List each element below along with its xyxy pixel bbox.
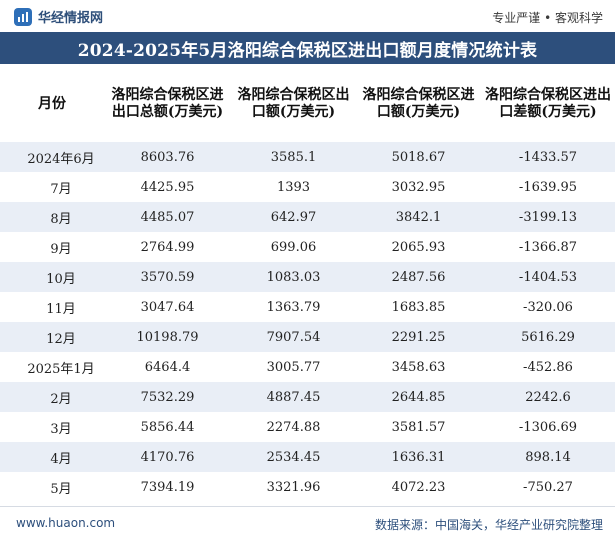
huajing-logo-icon	[14, 7, 32, 26]
top-bar: 华经情报网 专业严谨 • 客观科学	[0, 0, 615, 32]
stats-table: 月份 洛阳综合保税区进出口总额(万美元) 洛阳综合保税区出口额(万美元) 洛阳综…	[0, 66, 615, 502]
cell-month: 12月	[0, 322, 104, 352]
cell-export: 2534.45	[231, 442, 356, 472]
column-header-export: 洛阳综合保税区出口额(万美元)	[231, 66, 356, 142]
cell-export: 1363.79	[231, 292, 356, 322]
table-row: 2月 7532.29 4887.45 2644.85 2242.6	[0, 382, 615, 412]
cell-import: 2291.25	[356, 322, 481, 352]
cell-balance: -1404.53	[481, 262, 615, 292]
cell-month: 7月	[0, 172, 104, 202]
cell-total: 4170.76	[104, 442, 231, 472]
cell-import: 3458.63	[356, 352, 481, 382]
cell-total: 4425.95	[104, 172, 231, 202]
table-row: 10月 3570.59 1083.03 2487.56 -1404.53	[0, 262, 615, 292]
cell-export: 1083.03	[231, 262, 356, 292]
column-header-total: 洛阳综合保税区进出口总额(万美元)	[104, 66, 231, 142]
cell-balance: -3199.13	[481, 202, 615, 232]
footer: www.huaon.com 数据来源：中国海关，华经产业研究院整理	[0, 506, 615, 540]
cell-month: 11月	[0, 292, 104, 322]
cell-export: 7907.54	[231, 322, 356, 352]
cell-month: 3月	[0, 412, 104, 442]
cell-month: 2月	[0, 382, 104, 412]
cell-total: 3047.64	[104, 292, 231, 322]
cell-month: 4月	[0, 442, 104, 472]
cell-balance: -1366.87	[481, 232, 615, 262]
cell-import: 3032.95	[356, 172, 481, 202]
cell-balance: 5616.29	[481, 322, 615, 352]
cell-month: 9月	[0, 232, 104, 262]
table-row: 2024年6月 8603.76 3585.1 5018.67 -1433.57	[0, 142, 615, 172]
cell-month: 10月	[0, 262, 104, 292]
title-bar: 2024-2025年5月洛阳综合保税区进出口额月度情况统计表	[0, 32, 615, 64]
cell-import: 2065.93	[356, 232, 481, 262]
table-row: 7月 4425.95 1393 3032.95 -1639.95	[0, 172, 615, 202]
table-body: 2024年6月 8603.76 3585.1 5018.67 -1433.57 7月 442…	[0, 142, 615, 502]
cell-total: 3570.59	[104, 262, 231, 292]
cell-import: 1683.85	[356, 292, 481, 322]
cell-month: 8月	[0, 202, 104, 232]
cell-month: 2025年1月	[0, 352, 104, 382]
cell-import: 2644.85	[356, 382, 481, 412]
cell-export: 3005.77	[231, 352, 356, 382]
cell-export: 2274.88	[231, 412, 356, 442]
cell-total: 5856.44	[104, 412, 231, 442]
cell-month: 2024年6月	[0, 142, 104, 172]
cell-balance: -1433.57	[481, 142, 615, 172]
slogan: 专业严谨 • 客观科学	[492, 11, 603, 25]
cell-import: 2487.56	[356, 262, 481, 292]
table-row: 12月 10198.79 7907.54 2291.25 5616.29	[0, 322, 615, 352]
cell-balance: -320.06	[481, 292, 615, 322]
cell-import: 4072.23	[356, 472, 481, 502]
cell-balance: 898.14	[481, 442, 615, 472]
table-header-row: 月份 洛阳综合保税区进出口总额(万美元) 洛阳综合保税区出口额(万美元) 洛阳综…	[0, 66, 615, 142]
cell-balance: 2242.6	[481, 382, 615, 412]
cell-balance: -452.86	[481, 352, 615, 382]
cell-total: 7394.19	[104, 472, 231, 502]
cell-month: 5月	[0, 472, 104, 502]
cell-total: 6464.4	[104, 352, 231, 382]
brand[interactable]: 华经情报网	[14, 7, 103, 26]
footer-url[interactable]: www.huaon.com	[16, 516, 116, 530]
table-title: 2024-2025年5月洛阳综合保税区进出口额月度情况统计表	[77, 40, 538, 61]
column-header-month: 月份	[0, 66, 104, 142]
cell-import: 5018.67	[356, 142, 481, 172]
cell-export: 4887.45	[231, 382, 356, 412]
cell-export: 3585.1	[231, 142, 356, 172]
table-row: 4月 4170.76 2534.45 1636.31 898.14	[0, 442, 615, 472]
table-row: 8月 4485.07 642.97 3842.1 -3199.13	[0, 202, 615, 232]
table-row: 5月 7394.19 3321.96 4072.23 -750.27	[0, 472, 615, 502]
table-row: 11月 3047.64 1363.79 1683.85 -320.06	[0, 292, 615, 322]
cell-export: 642.97	[231, 202, 356, 232]
cell-balance: -1306.69	[481, 412, 615, 442]
cell-import: 1636.31	[356, 442, 481, 472]
cell-balance: -1639.95	[481, 172, 615, 202]
cell-export: 699.06	[231, 232, 356, 262]
cell-total: 8603.76	[104, 142, 231, 172]
cell-export: 1393	[231, 172, 356, 202]
column-header-import: 洛阳综合保税区进口额(万美元)	[356, 66, 481, 142]
cell-total: 7532.29	[104, 382, 231, 412]
cell-total: 10198.79	[104, 322, 231, 352]
cell-total: 2764.99	[104, 232, 231, 262]
table-row: 3月 5856.44 2274.88 3581.57 -1306.69	[0, 412, 615, 442]
cell-balance: -750.27	[481, 472, 615, 502]
column-header-balance: 洛阳综合保税区进出口差额(万美元)	[481, 66, 615, 142]
cell-import: 3842.1	[356, 202, 481, 232]
cell-import: 3581.57	[356, 412, 481, 442]
cell-export: 3321.96	[231, 472, 356, 502]
table-row: 2025年1月 6464.4 3005.77 3458.63 -452.86	[0, 352, 615, 382]
brand-name: 华经情报网	[38, 11, 104, 26]
cell-total: 4485.07	[104, 202, 231, 232]
footer-source: 数据来源：中国海关，华经产业研究院整理	[374, 518, 603, 532]
table-row: 9月 2764.99 699.06 2065.93 -1366.87	[0, 232, 615, 262]
